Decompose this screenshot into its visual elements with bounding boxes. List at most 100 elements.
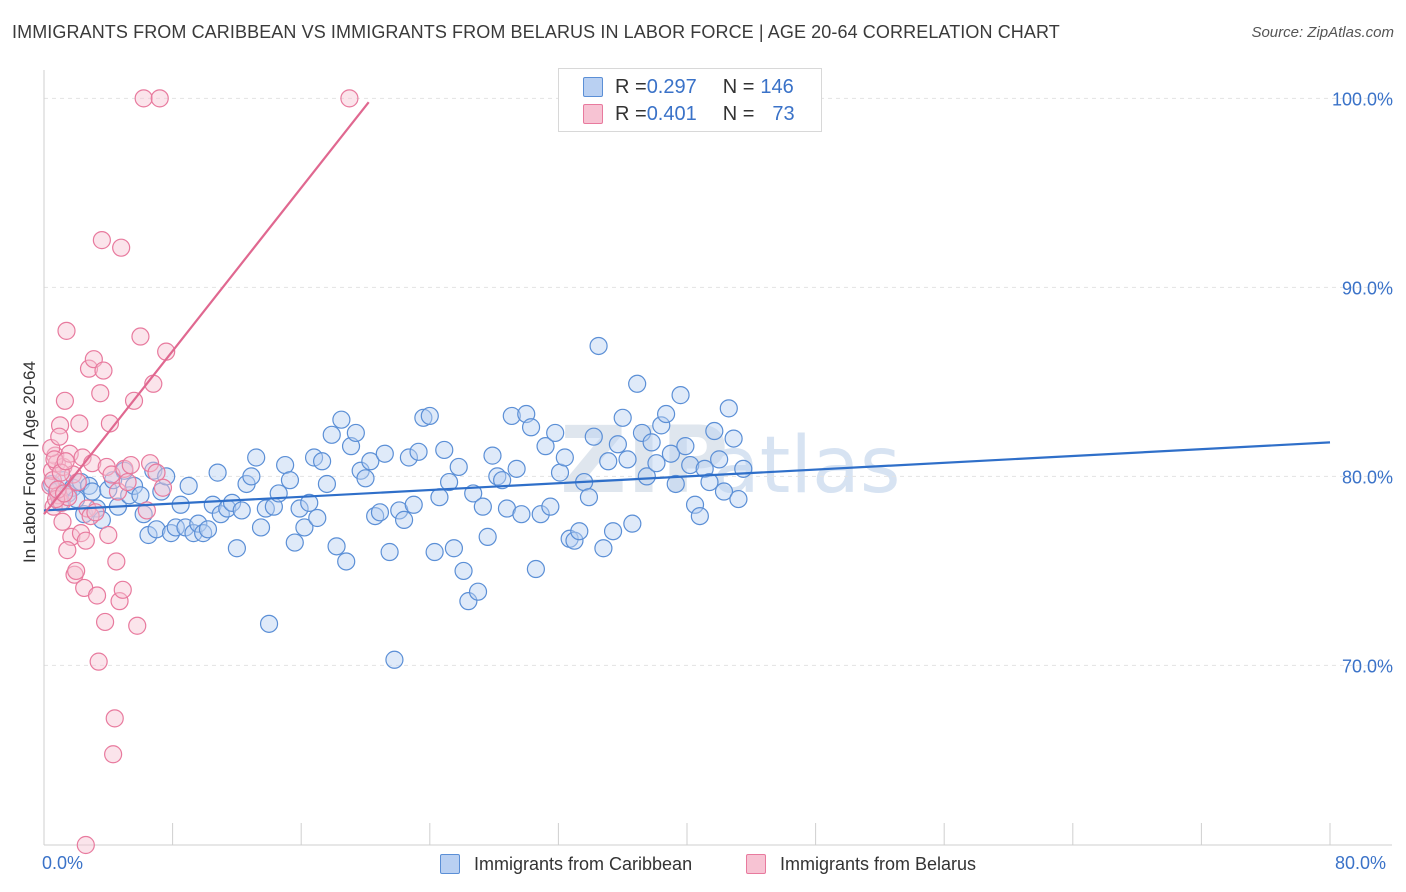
caribbean-point: [198, 520, 218, 539]
caribbean-point: [425, 542, 444, 562]
caribbean-point: [327, 537, 346, 556]
bottom-legend-label-belarus: Immigrants from Belarus: [780, 853, 977, 874]
caribbean-point: [729, 489, 748, 509]
caribbean-point: [647, 454, 666, 473]
legend-r-value: 0.297: [646, 75, 697, 98]
caribbean-point: [449, 457, 468, 477]
caribbean-point: [546, 423, 565, 443]
legend-r-label: R =: [615, 75, 647, 98]
caribbean-point: [671, 386, 690, 405]
belarus-point: [121, 455, 140, 475]
caribbean-point: [685, 495, 705, 514]
axes: [43, 70, 1392, 846]
caribbean-point: [652, 416, 671, 435]
caribbean-point: [666, 474, 685, 494]
belarus-trend-line: [43, 101, 370, 515]
legend-n-value: 73: [772, 102, 795, 125]
belarus-point: [131, 327, 150, 346]
caribbean-point: [526, 559, 545, 579]
caribbean-point: [79, 476, 99, 495]
caribbean-point: [459, 592, 478, 611]
belarus-point: [128, 616, 147, 635]
caribbean-point: [232, 501, 251, 520]
belarus-point: [108, 482, 128, 501]
caribbean-point: [613, 408, 632, 427]
caribbean-point: [317, 474, 337, 494]
caribbean-point: [608, 435, 627, 454]
caribbean-point: [399, 448, 419, 467]
caribbean-point: [628, 374, 647, 393]
caribbean-point: [657, 404, 676, 424]
y-tick-label: 90.0%: [1342, 278, 1393, 298]
stats-legend: R = 0.297 N = 146 R = 0.401 N = 73: [558, 68, 822, 132]
caribbean-point: [468, 582, 488, 601]
caribbean-point: [594, 539, 613, 558]
bottom-legend-belarus: Immigrants from Belarus: [746, 852, 976, 876]
caribbean-point: [92, 510, 111, 529]
x-tick-label-max: 80.0%: [1335, 853, 1387, 873]
caribbean-point: [290, 499, 309, 518]
caribbean-points: [42, 336, 753, 669]
belarus-point: [76, 835, 95, 855]
caribbean-point: [681, 455, 700, 475]
caribbean-point: [259, 614, 279, 633]
belarus-point: [95, 612, 115, 632]
caribbean-point: [295, 518, 314, 537]
caribbean-point: [676, 437, 695, 456]
caribbean-point: [632, 423, 652, 443]
belarus-point: [105, 709, 124, 728]
caribbean-point: [420, 406, 439, 426]
caribbean-point: [464, 484, 483, 503]
legend-swatch-belarus: [583, 104, 603, 124]
caribbean-point: [521, 418, 541, 437]
caribbean-point: [166, 518, 185, 537]
caribbean-point: [276, 455, 295, 475]
belarus-point: [92, 231, 111, 250]
belarus-point: [79, 359, 99, 378]
y-tick-label: 70.0%: [1342, 656, 1393, 676]
caribbean-point: [705, 421, 724, 441]
belarus-point: [68, 472, 87, 492]
caribbean-point: [242, 467, 261, 486]
caribbean-point: [444, 539, 464, 558]
caribbean-point: [690, 506, 709, 526]
caribbean-point: [222, 493, 242, 512]
legend-n-label: N =: [722, 75, 755, 98]
caribbean-point: [536, 437, 555, 456]
caribbean-point: [584, 427, 603, 446]
caribbean-point: [454, 561, 473, 581]
caribbean-point: [370, 503, 390, 522]
bottom-legend-label-caribbean: Immigrants from Caribbean: [474, 853, 693, 874]
caribbean-point: [312, 452, 332, 471]
caribbean-point: [184, 524, 203, 543]
caribbean-point: [332, 410, 351, 429]
belarus-point: [113, 580, 132, 599]
caribbean-point: [251, 518, 271, 537]
caribbean-point: [394, 510, 414, 529]
belarus-point: [55, 391, 74, 410]
caribbean-point: [719, 399, 738, 418]
belarus-point: [104, 745, 123, 764]
caribbean-point: [300, 493, 319, 512]
belarus-point: [57, 321, 76, 340]
belarus-point: [67, 561, 86, 581]
belarus-point: [56, 452, 75, 471]
caribbean-point: [637, 467, 656, 486]
legend-row-caribbean: R = 0.297 N = 146: [583, 74, 794, 100]
caribbean-point: [435, 440, 454, 460]
chart-title: IMMIGRANTS FROM CARIBBEAN VS IMMIGRANTS …: [12, 22, 1060, 42]
belarus-point: [118, 472, 137, 492]
x-tick-label-min: 0.0%: [42, 853, 84, 873]
caribbean-point: [473, 497, 492, 516]
caribbean-point: [618, 450, 637, 469]
legend-n-label: N =: [722, 102, 755, 125]
caribbean-point: [346, 423, 365, 443]
caribbean-point: [356, 469, 375, 488]
bottom-legend-swatch-belarus: [746, 854, 766, 874]
caribbean-point: [247, 448, 266, 467]
belarus-point: [89, 652, 108, 671]
bottom-legend-caribbean: Immigrants from Caribbean: [440, 852, 692, 876]
caribbean-point: [589, 336, 608, 356]
belarus-point: [140, 454, 160, 473]
